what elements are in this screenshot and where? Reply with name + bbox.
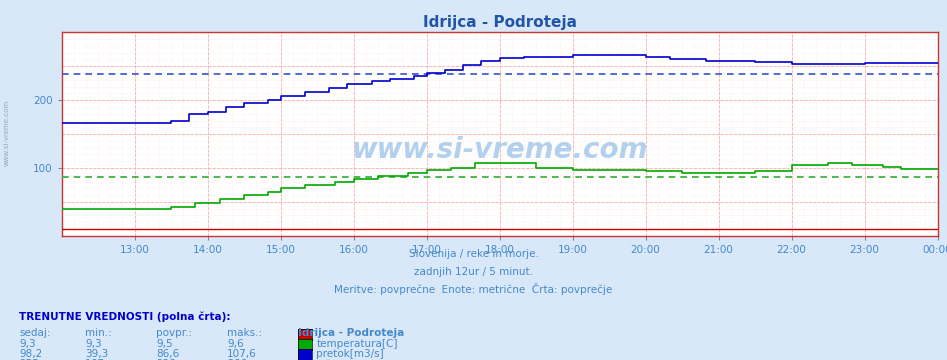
Text: www.si-vreme.com: www.si-vreme.com — [351, 136, 648, 165]
Text: Idrijca - Podroteja: Idrijca - Podroteja — [298, 328, 404, 338]
Text: 255: 255 — [19, 359, 39, 360]
Text: 9,5: 9,5 — [156, 339, 173, 349]
Text: povpr.:: povpr.: — [156, 328, 192, 338]
Title: Idrijca - Podroteja: Idrijca - Podroteja — [422, 15, 577, 30]
Text: 9,3: 9,3 — [19, 339, 36, 349]
Text: zadnjih 12ur / 5 minut.: zadnjih 12ur / 5 minut. — [414, 267, 533, 278]
Text: Slovenija / reke in morje.: Slovenija / reke in morje. — [408, 249, 539, 260]
Text: 39,3: 39,3 — [85, 349, 109, 359]
Text: 86,6: 86,6 — [156, 349, 180, 359]
Text: 167: 167 — [85, 359, 105, 360]
Text: www.si-vreme.com: www.si-vreme.com — [4, 100, 9, 166]
Text: TRENUTNE VREDNOSTI (polna črta):: TRENUTNE VREDNOSTI (polna črta): — [19, 311, 230, 322]
Text: 9,3: 9,3 — [85, 339, 102, 349]
Text: pretok[m3/s]: pretok[m3/s] — [316, 349, 384, 359]
Text: sedaj:: sedaj: — [19, 328, 50, 338]
Text: maks.:: maks.: — [227, 328, 262, 338]
Text: temperatura[C]: temperatura[C] — [316, 339, 398, 349]
Text: 98,2: 98,2 — [19, 349, 43, 359]
Text: min.:: min.: — [85, 328, 112, 338]
Text: 238: 238 — [156, 359, 176, 360]
Text: 9,6: 9,6 — [227, 339, 244, 349]
Text: 266: 266 — [227, 359, 247, 360]
Text: Meritve: povprečne  Enote: metrične  Črta: povprečje: Meritve: povprečne Enote: metrične Črta:… — [334, 283, 613, 296]
Text: 107,6: 107,6 — [227, 349, 257, 359]
Text: višina[cm]: višina[cm] — [316, 359, 371, 360]
